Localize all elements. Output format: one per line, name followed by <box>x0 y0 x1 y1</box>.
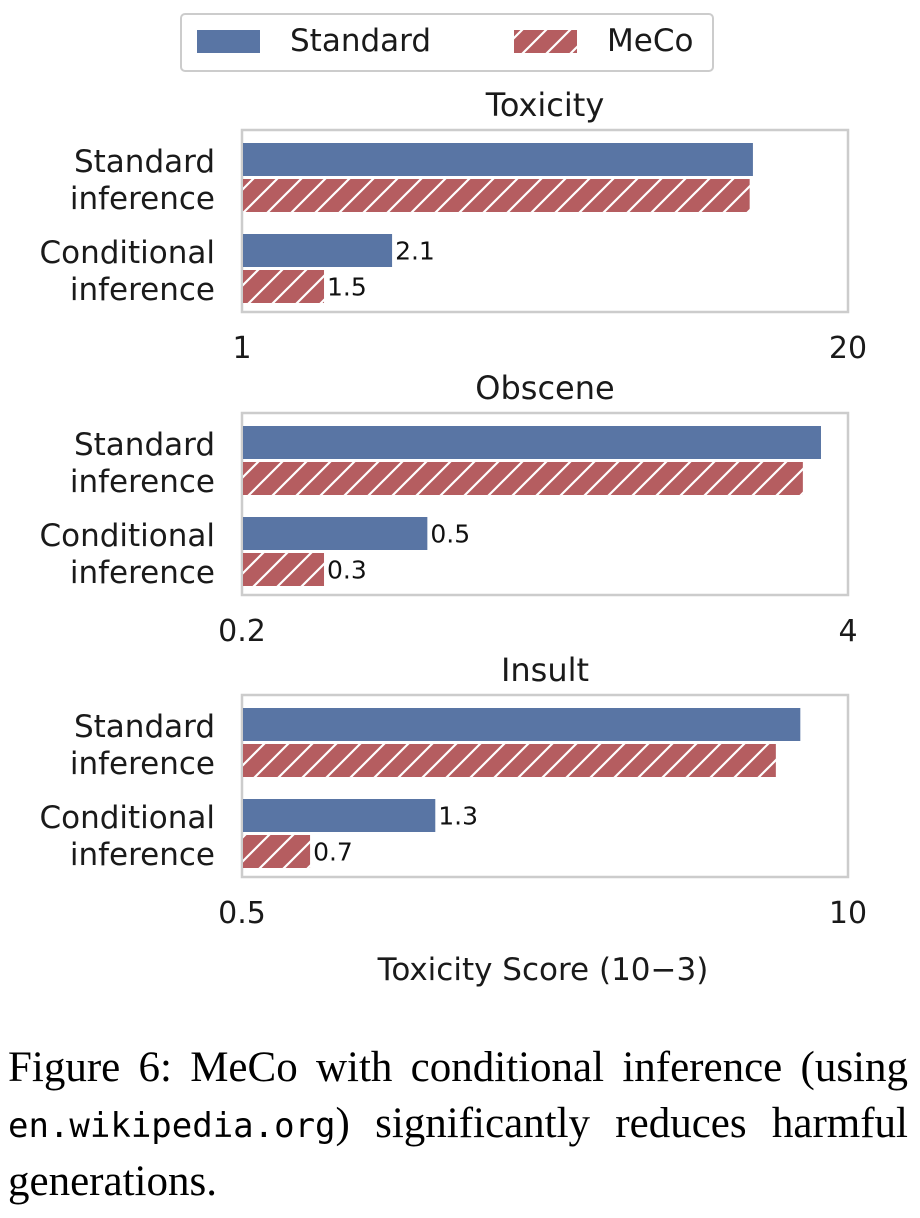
category-label: Standard <box>74 144 215 180</box>
category-label: inference <box>70 181 215 217</box>
category-label: inference <box>70 746 215 782</box>
chart-figure: Standard MeCo ToxicityStandardinferenceC… <box>39 13 867 988</box>
category-label: Standard <box>74 427 215 463</box>
bar-standard <box>243 517 428 550</box>
data-label: 1.3 <box>438 802 478 831</box>
caption-code: en.wikipedia.org <box>8 1106 336 1146</box>
tick-label-min: 0.5 <box>218 896 266 931</box>
panel-title: Toxicity <box>485 86 605 124</box>
category-label: inference <box>70 464 215 500</box>
bar-standard <box>243 426 821 459</box>
category-label: inference <box>70 555 215 591</box>
data-label: 0.3 <box>327 556 367 585</box>
bar-standard <box>243 234 393 267</box>
caption-label: Figure 6: <box>8 1044 172 1091</box>
panel-insult: InsultStandardinferenceConditionalinfere… <box>39 651 867 931</box>
legend-label-meco: MeCo <box>607 23 693 59</box>
category-label: Conditional <box>39 235 215 271</box>
legend-swatch-meco <box>514 30 577 53</box>
category-label: inference <box>70 272 215 308</box>
tick-label-min: 0.2 <box>218 614 266 649</box>
bar-standard <box>243 708 801 741</box>
tick-label-max: 10 <box>829 896 867 931</box>
data-label: 2.1 <box>395 237 435 266</box>
x-axis-label: Toxicity Score (10−3) <box>377 952 709 988</box>
data-label: 0.7 <box>313 838 353 867</box>
category-label: Standard <box>74 709 215 745</box>
bar-meco <box>243 744 776 777</box>
bar-meco <box>243 553 325 586</box>
bar-meco <box>243 835 311 868</box>
category-label: Conditional <box>39 518 215 554</box>
caption-text-after: ) significantly reduces harmful generati… <box>8 1100 908 1205</box>
legend-frame <box>180 13 714 72</box>
legend: Standard MeCo <box>180 13 714 72</box>
bar-meco <box>243 179 750 212</box>
bar-standard <box>243 799 436 832</box>
caption-text-before: MeCo with conditional inference (using <box>190 1044 908 1091</box>
category-label: inference <box>70 837 215 873</box>
bar-standard <box>243 143 753 176</box>
bar-meco <box>243 462 803 495</box>
legend-swatch-standard <box>197 30 260 53</box>
tick-label-min: 1 <box>232 331 251 366</box>
tick-label-max: 20 <box>829 331 867 366</box>
bar-meco <box>243 270 325 303</box>
category-label: Conditional <box>39 800 215 836</box>
data-label: 0.5 <box>430 520 470 549</box>
tick-label-max: 4 <box>838 614 857 649</box>
panel-title: Obscene <box>475 369 614 407</box>
legend-label-standard: Standard <box>290 23 431 59</box>
panel-obscene: ObsceneStandardinferenceConditionalinfer… <box>39 369 857 649</box>
panel-title: Insult <box>501 651 589 689</box>
panel-toxicity: ToxicityStandardinferenceConditionalinfe… <box>39 86 867 366</box>
data-label: 1.5 <box>327 273 367 302</box>
figure-caption: Figure 6: MeCo with conditional inferenc… <box>8 1040 908 1210</box>
